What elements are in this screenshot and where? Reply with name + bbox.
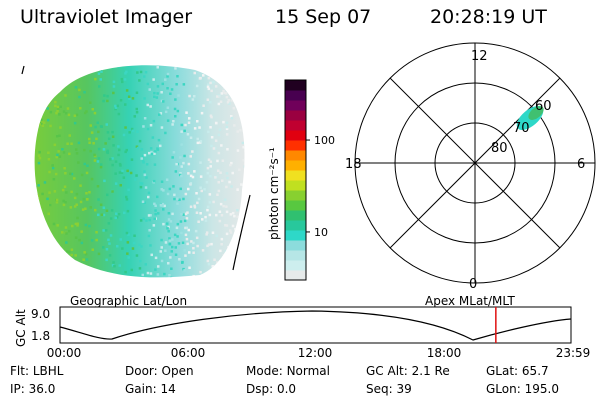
- limb-arc: [232, 194, 251, 271]
- colorbar-label: photon cm⁻²s⁻¹: [267, 147, 281, 240]
- timeline-left-title: Geographic Lat/Lon: [70, 294, 187, 308]
- colorbar-segment: [285, 130, 306, 141]
- colorbar-segment: [285, 150, 306, 161]
- colorbar-segment: [285, 230, 306, 241]
- lat-label-70: 70: [513, 121, 530, 136]
- colorbar-tick-label: 100: [314, 134, 335, 147]
- colorbar-segment: [285, 200, 306, 211]
- info-gain: Gain: 14: [125, 382, 176, 396]
- colorbar-segment: [285, 120, 306, 131]
- time-label: 20:28:19 UT: [430, 6, 547, 28]
- colorbar-segment: [285, 240, 306, 251]
- info-dsp: Dsp: 0.0: [246, 382, 297, 396]
- colorbar-frame: [284, 79, 307, 281]
- timeline-ytick-top: 9.0: [31, 307, 50, 321]
- info-glat: GLat: 65.7: [486, 364, 549, 378]
- colorbar-segment: [285, 210, 306, 221]
- hour-label-18: 18: [345, 157, 362, 172]
- colorbar-segment: [285, 270, 306, 281]
- orientation-tick: [21, 65, 25, 75]
- info-mode: Mode: Normal: [246, 364, 330, 378]
- timeline-axis-label: GC Alt: [14, 309, 28, 347]
- colorbar-segment: [285, 90, 306, 101]
- colorbar-segment: [285, 250, 306, 261]
- colorbar-segment: [285, 260, 306, 271]
- auroral-spot: [516, 106, 544, 130]
- info-glon: GLon: 195.0: [486, 382, 559, 396]
- timeline-xtick-2359: 23:59: [556, 346, 591, 360]
- colorbar-segment: [285, 100, 306, 111]
- timeline-xtick-0600: 06:00: [171, 346, 206, 360]
- info-ip: IP: 36.0: [10, 382, 56, 396]
- hour-label-6: 6: [577, 157, 585, 172]
- hour-label-12: 12: [471, 49, 488, 64]
- info-flt: Flt: LBHL: [10, 364, 64, 378]
- colorbar-segment: [285, 220, 306, 231]
- info-door: Door: Open: [125, 364, 194, 378]
- lat-label-60: 60: [535, 99, 552, 114]
- polar-diag-2: [389, 77, 561, 249]
- timeline-xtick-1200: 12:00: [298, 346, 333, 360]
- colorbar: [285, 80, 306, 281]
- hour-label-0: 0: [469, 277, 477, 292]
- instrument-title: Ultraviolet Imager: [20, 6, 193, 28]
- colorbar-segment: [285, 110, 306, 121]
- colorbar-segment: [285, 170, 306, 181]
- colorbar-ticks: 100 10: [306, 134, 335, 239]
- uv-image-disk: [34, 65, 245, 278]
- timeline-right-title: Apex MLat/MLT: [425, 294, 515, 308]
- timeline-xtick-0000: 00:00: [47, 346, 82, 360]
- lat-label-80: 80: [491, 141, 508, 156]
- info-gc-alt: GC Alt: 2.1 Re: [366, 364, 450, 378]
- colorbar-tick-label: 10: [314, 226, 328, 239]
- polar-plot: [354, 42, 596, 284]
- colorbar-segment: [285, 80, 306, 91]
- colorbar-segment: [285, 140, 306, 151]
- timeline-frame: [59, 306, 572, 344]
- timeline-ytick-bottom: 1.8: [31, 329, 50, 343]
- timeline-xtick-1800: 18:00: [427, 346, 462, 360]
- colorbar-segment: [285, 190, 306, 201]
- colorbar-segment: [285, 180, 306, 191]
- info-seq: Seq: 39: [366, 382, 412, 396]
- altitude-curve: [59, 310, 572, 341]
- date-label: 15 Sep 07: [275, 6, 372, 28]
- colorbar-segment: [285, 160, 306, 171]
